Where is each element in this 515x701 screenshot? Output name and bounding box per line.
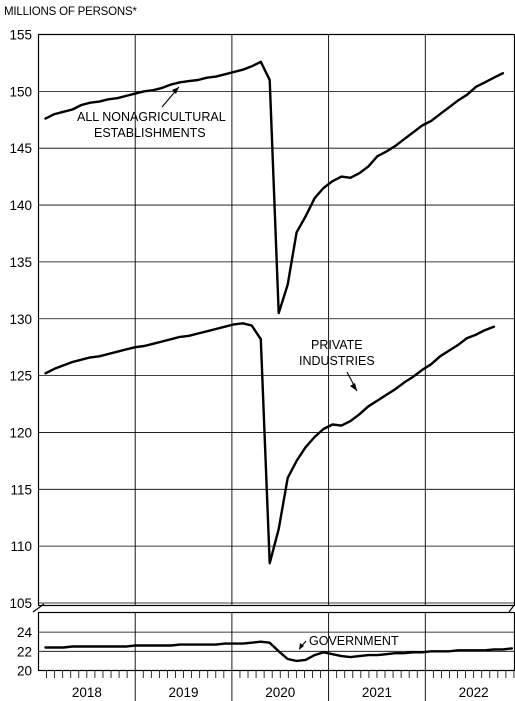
y-tick-label-140: 140 — [9, 198, 32, 213]
y-tick-label-120: 120 — [9, 425, 32, 440]
axis-break-mark-left — [32, 603, 45, 613]
annotation-government: GOVERNMENT — [309, 634, 399, 648]
year-label-2022: 2022 — [459, 685, 489, 700]
axis-break-mark-right — [508, 603, 515, 613]
annotation-private-arrowhead — [350, 383, 357, 391]
annotation-all-nonag-line2: ESTABLISHMENTS — [94, 126, 206, 140]
month-ticks — [46, 670, 515, 678]
y-tick-label-110: 110 — [10, 539, 32, 554]
year-label-2021: 2021 — [362, 685, 392, 700]
year-label-2020: 2020 — [265, 685, 295, 700]
series-line-all-nonagricultural-establishments — [44, 60, 505, 315]
annotation-government-arrowhead — [299, 643, 304, 650]
year-label-2018: 2018 — [72, 685, 102, 700]
y-tick-labels: 155 150 145 140 135 130 125 120 115 110 105 24 22 20 — [9, 28, 32, 679]
series-line-private-industries — [44, 322, 496, 565]
annotation-all-nonag-line1: ALL NONAGRICULTURAL — [77, 110, 226, 124]
lower-panel-frame — [37, 611, 515, 672]
year-labels: 2018 2019 2020 2021 2022 — [72, 685, 489, 700]
y-tick-label-155: 155 — [9, 28, 32, 43]
y-tick-label-lower-20: 20 — [17, 664, 32, 679]
y-tick-label-145: 145 — [9, 141, 32, 156]
annotation-all-nonag-arrowhead — [172, 87, 179, 94]
y-axis-title: MILLIONS OF PERSONS* — [4, 6, 137, 18]
y-tick-label-105: 105 — [9, 596, 32, 611]
series-line-government — [44, 640, 514, 663]
y-tick-label-130: 130 — [9, 312, 32, 327]
annotation-private-line1: PRIVATE — [311, 338, 363, 352]
annotation-private-line2: INDUSTRIES — [299, 354, 375, 368]
y-tick-label-125: 125 — [9, 369, 32, 384]
series-lines — [44, 60, 514, 663]
y-tick-label-150: 150 — [9, 84, 32, 99]
y-tick-label-lower-24: 24 — [17, 625, 33, 640]
year-label-2019: 2019 — [169, 685, 199, 700]
y-tick-label-135: 135 — [9, 255, 32, 270]
y-tick-label-lower-22: 22 — [17, 644, 32, 659]
gridlines — [38, 34, 515, 701]
y-tick-label-115: 115 — [10, 482, 32, 497]
